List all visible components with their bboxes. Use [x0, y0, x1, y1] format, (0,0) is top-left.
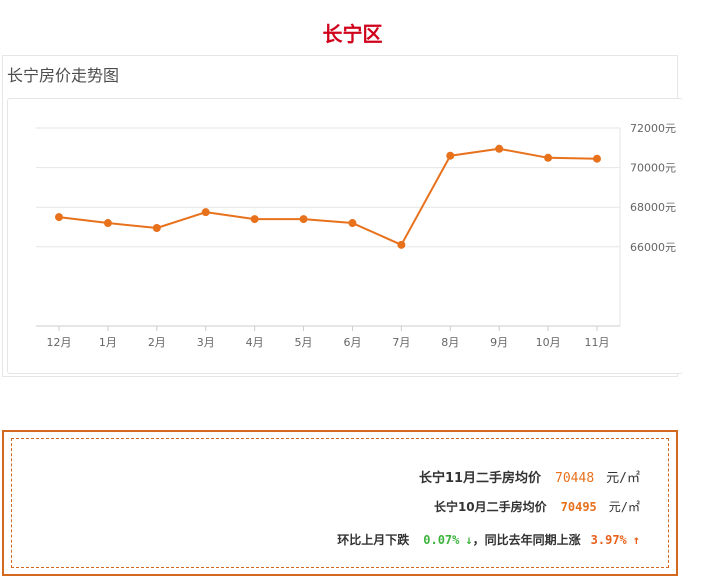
y-tick-label: 70000元 — [630, 162, 676, 175]
data-point — [446, 151, 455, 160]
price-summary-box: 长宁11月二手房均价 70448 元/㎡ 长宁10月二手房均价 70495 元/㎡ 环比… — [2, 430, 678, 576]
data-point — [544, 153, 553, 162]
change-line: 环比上月下跌 0.07% ↓，同比去年同期上涨 3.97% ↑ — [337, 531, 640, 548]
y-tick-label: 66000元 — [630, 241, 676, 254]
x-tick-label: 8月 — [441, 336, 459, 349]
price-trend-chart: 66000元 68000元 70000元 72000元 12月 1月 2月 3月 4月 5月 6月 7… — [36, 122, 676, 349]
previous-month-unit: 元/㎡ — [608, 500, 640, 514]
district-title: 长宁区 — [322, 22, 383, 46]
series-line — [58, 147, 598, 246]
y-tick-label: 72000元 — [630, 122, 676, 135]
yoy-value: 3.97% — [590, 533, 627, 547]
x-tick-label: 1月 — [99, 336, 117, 349]
data-point — [299, 215, 308, 224]
mom-label: 环比上月下跌 — [337, 533, 410, 547]
data-point — [201, 208, 210, 217]
previous-month-price-line: 长宁10月二手房均价 70495 元/㎡ — [434, 498, 640, 515]
data-point — [495, 144, 504, 153]
x-tick-label: 6月 — [343, 336, 361, 349]
x-tick-label: 3月 — [197, 336, 215, 349]
chart-card: 长宁房价走势图 — [2, 55, 683, 377]
data-point — [103, 219, 112, 228]
previous-month-label: 长宁10月二手房均价 — [433, 500, 547, 514]
price-summary-inner: 长宁11月二手房均价 70448 元/㎡ 长宁10月二手房均价 70495 元/㎡ 环比… — [11, 438, 669, 568]
data-point — [593, 154, 601, 163]
arrow-down-icon: ↓ — [465, 533, 473, 547]
data-point — [55, 213, 63, 222]
mom-value: 0.07% — [423, 533, 460, 547]
current-month-label: 长宁11月二手房均价 — [418, 471, 542, 486]
x-tick-label: 11月 — [585, 336, 610, 349]
current-month-value: 70448 — [555, 471, 595, 486]
x-tick-label: 4月 — [246, 336, 264, 349]
x-tick-label: 10月 — [536, 336, 561, 349]
x-tick-label: 12月 — [47, 336, 72, 349]
current-month-price-line: 长宁11月二手房均价 70448 元/㎡ — [419, 467, 640, 486]
data-point — [397, 240, 406, 249]
arrow-up-icon: ↑ — [632, 533, 640, 547]
x-tick-label: 5月 — [295, 336, 313, 349]
x-tick-label: 9月 — [490, 336, 508, 349]
separator: ， — [472, 533, 485, 547]
data-point — [152, 223, 161, 232]
data-point — [348, 219, 357, 228]
x-tick-label: 2月 — [148, 336, 166, 349]
plot-frame — [7, 98, 683, 374]
yoy-label: 同比去年同期上涨 — [484, 533, 581, 547]
y-tick-label: 68000元 — [630, 201, 676, 214]
previous-month-value: 70495 — [560, 500, 597, 514]
current-month-unit: 元/㎡ — [606, 471, 640, 486]
data-point — [250, 215, 259, 224]
x-tick-label: 7月 — [392, 336, 410, 349]
chart-heading: 长宁房价走势图 — [7, 66, 120, 85]
